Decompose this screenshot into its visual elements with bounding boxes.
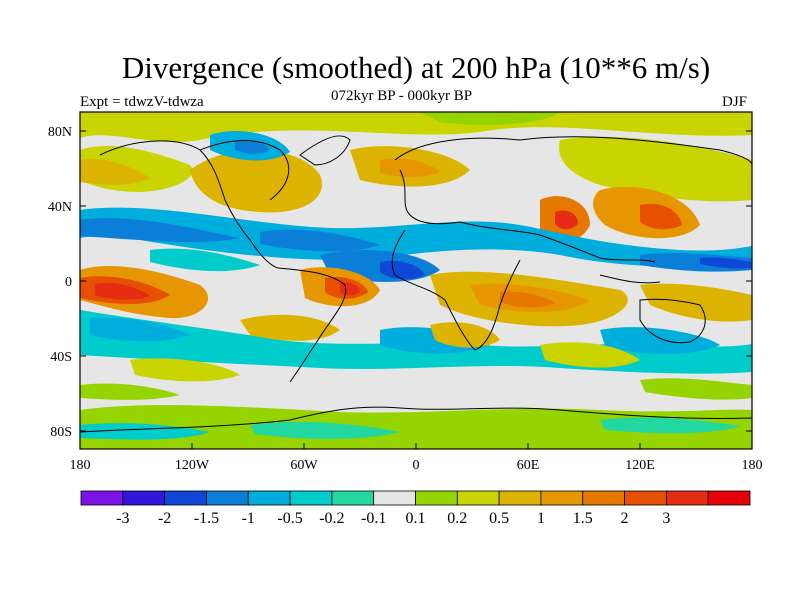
coastline xyxy=(639,298,706,344)
colorbar-swatch xyxy=(247,490,291,506)
field-patch xyxy=(80,217,240,242)
field-patch xyxy=(240,314,340,341)
colorbar-label: -0.1 xyxy=(361,510,386,527)
colorbar-label: 2 xyxy=(621,510,629,527)
coastline xyxy=(199,140,290,201)
colorbar-label: 3 xyxy=(662,510,670,527)
lon-label: 60W xyxy=(290,458,318,473)
field-patch xyxy=(130,358,240,382)
field-patch xyxy=(80,112,752,142)
colorbar-swatch xyxy=(456,490,500,506)
experiment-label: Expt = tdwzV-tdwza xyxy=(80,94,204,110)
field-patch xyxy=(80,405,752,449)
field-patch xyxy=(380,158,440,178)
field-patch xyxy=(260,229,380,252)
field-patch xyxy=(95,282,150,300)
colorbar-swatch xyxy=(582,490,625,506)
field-patch xyxy=(640,203,682,230)
divergence-field xyxy=(80,112,752,449)
lon-label: 180 xyxy=(70,458,91,473)
field-patch xyxy=(90,317,190,342)
field-patch xyxy=(235,140,270,154)
season-label: DJF xyxy=(722,94,748,110)
colorbar-swatch xyxy=(498,490,542,506)
colorbar-label: -3 xyxy=(116,510,129,527)
field-patch xyxy=(430,322,500,348)
field-patch xyxy=(80,158,150,185)
lon-label: 60E xyxy=(517,458,540,473)
colorbar-swatch xyxy=(164,490,207,506)
colorbar-swatch xyxy=(289,490,333,506)
colorbar-label: -2 xyxy=(158,510,171,527)
colorbar-swatch xyxy=(206,490,249,506)
colorbar-label: -0.5 xyxy=(277,510,302,527)
field-patch xyxy=(559,136,752,202)
field-patch xyxy=(150,248,260,272)
field-patch xyxy=(700,257,752,269)
coastline xyxy=(80,406,752,433)
coastline xyxy=(599,274,661,284)
colorbar-swatch xyxy=(373,490,416,506)
field-patch xyxy=(250,421,400,439)
coastline xyxy=(99,140,279,269)
colorbar-label: 0.1 xyxy=(406,510,426,527)
lat-label: 80S xyxy=(50,425,72,440)
field-patch xyxy=(380,260,425,280)
lon-label: 120E xyxy=(625,458,655,473)
colorbar-label: -1 xyxy=(242,510,255,527)
figure-subtitle: 072kyr BP - 000kyr BP xyxy=(331,88,473,104)
colorbar-swatch xyxy=(80,490,124,506)
colorbar-label: 0.2 xyxy=(447,510,467,527)
field-patch xyxy=(640,283,752,322)
coastline xyxy=(277,267,347,383)
coastline xyxy=(391,229,521,351)
field-patch xyxy=(640,378,752,400)
colorbar-label: 0.5 xyxy=(489,510,509,527)
lat-label: 80N xyxy=(48,125,72,140)
coastline xyxy=(399,169,656,263)
colorbar-swatch xyxy=(665,490,709,506)
lon-label: 120W xyxy=(175,458,210,473)
lon-axis: 180 120W 60W 0 60E 120E 180 xyxy=(70,443,763,473)
coastlines xyxy=(80,135,752,433)
field-patch xyxy=(420,112,560,125)
colorbar-swatch xyxy=(540,490,584,506)
colorbar-label: -0.2 xyxy=(319,510,344,527)
colorbar-swatch xyxy=(624,490,667,506)
lon-label: 180 xyxy=(742,458,763,473)
colorbar-swatch xyxy=(122,490,166,506)
colorbar-label: 1 xyxy=(537,510,545,527)
colorbar-swatch xyxy=(415,490,458,506)
lat-axis: 80N 40N 0 40S 80S xyxy=(48,125,752,440)
lon-label: 0 xyxy=(413,458,420,473)
field-patch xyxy=(600,417,740,434)
figure-title: Divergence (smoothed) at 200 hPa (10**6 … xyxy=(121,50,711,85)
field-patch xyxy=(80,383,180,400)
field-patch xyxy=(600,327,720,355)
colorbar-label: 1.5 xyxy=(573,510,593,527)
field-patch xyxy=(540,342,640,368)
lat-label: 40N xyxy=(48,200,72,215)
coastline xyxy=(394,136,752,166)
lat-label: 0 xyxy=(65,275,72,290)
colorbar-swatch xyxy=(331,490,375,506)
lat-label: 40S xyxy=(50,350,72,365)
colorbar: -3 -2 -1.5 -1 -0.5 -0.2 -0.1 0.1 0.2 0.5 1 1.5 2 3 xyxy=(80,490,751,527)
colorbar-label: -1.5 xyxy=(194,510,219,527)
field-patch xyxy=(500,291,555,308)
field-patch xyxy=(555,210,578,230)
colorbar-swatch xyxy=(707,490,751,506)
coastline xyxy=(299,135,351,166)
